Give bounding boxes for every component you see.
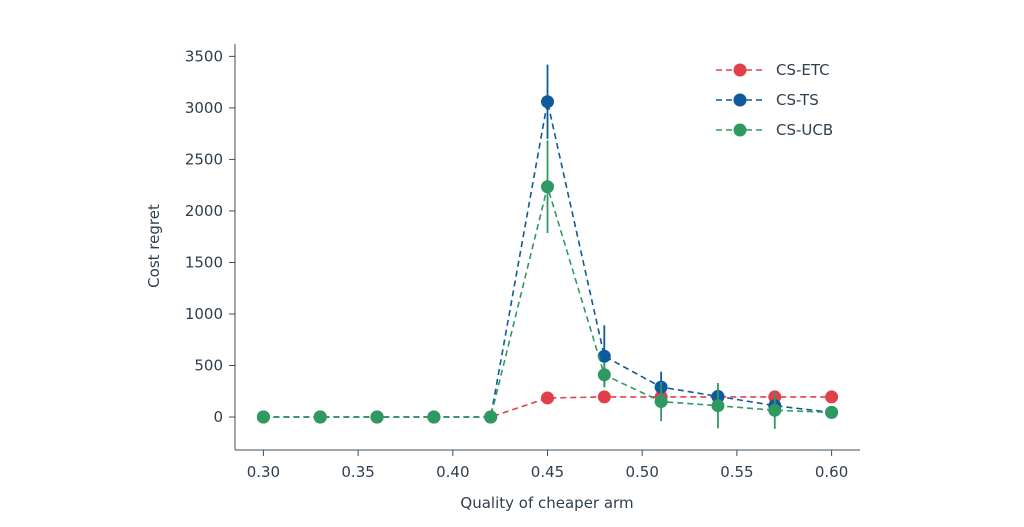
y-tick-label: 3000: [185, 99, 223, 117]
data-point: [654, 395, 668, 409]
y-tick-label: 1500: [185, 253, 223, 271]
x-tick-label: 0.45: [531, 463, 564, 481]
y-tick-label: 2000: [185, 202, 223, 220]
plot-area: [256, 64, 839, 429]
legend-marker: [733, 93, 747, 107]
data-point: [541, 180, 554, 194]
legend-label: CS-ETC: [776, 61, 830, 79]
data-point: [427, 410, 441, 424]
x-tick-label: 0.35: [341, 463, 374, 481]
legend: CS-ETC CS-TS CS-UCB: [716, 61, 833, 139]
series-cs-ts: [256, 64, 839, 424]
data-point: [597, 349, 611, 363]
x-tick-label: 0.60: [815, 463, 848, 481]
x-tick-label: 0.30: [247, 463, 280, 481]
y-tick-label: 0: [213, 408, 223, 426]
y-axis-label: Cost regret: [145, 204, 163, 288]
y-tick-label: 500: [194, 357, 223, 375]
series-cs-etc: [256, 390, 839, 424]
data-point: [256, 410, 270, 424]
x-ticks: 0.30 0.35 0.40 0.45 0.50 0.55 0.60: [247, 450, 848, 481]
data-point: [597, 368, 611, 382]
legend-item-cs-ts: CS-TS: [716, 91, 819, 109]
data-point: [597, 390, 611, 404]
legend-label: CS-TS: [776, 91, 819, 109]
legend-label: CS-UCB: [776, 121, 833, 139]
data-point: [825, 405, 839, 419]
data-point: [370, 410, 384, 424]
series-cs-ucb: [256, 140, 839, 429]
x-tick-label: 0.40: [436, 463, 469, 481]
data-point: [768, 403, 782, 417]
legend-item-cs-etc: CS-ETC: [716, 61, 830, 79]
data-point: [484, 410, 498, 424]
data-point: [313, 410, 327, 424]
x-tick-label: 0.55: [720, 463, 753, 481]
data-point: [541, 391, 554, 405]
data-point: [825, 390, 839, 404]
y-tick-label: 3500: [185, 47, 223, 65]
x-axis-label: Quality of cheaper arm: [460, 494, 633, 512]
y-tick-label: 1000: [185, 305, 223, 323]
x-tick-label: 0.50: [625, 463, 658, 481]
y-ticks: 0 500 1000 1500 2000 2500 3000 3500: [185, 47, 235, 426]
data-point: [711, 399, 725, 413]
data-point: [541, 95, 554, 109]
legend-marker: [733, 123, 747, 137]
legend-item-cs-ucb: CS-UCB: [716, 121, 833, 139]
legend-marker: [733, 63, 747, 77]
y-tick-label: 2500: [185, 150, 223, 168]
